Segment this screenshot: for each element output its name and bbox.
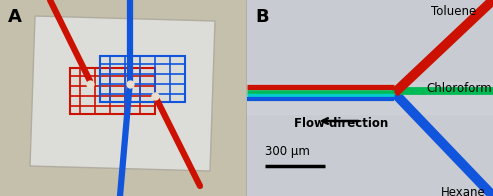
- Text: A: A: [8, 8, 22, 26]
- Text: Chloroform: Chloroform: [426, 82, 492, 94]
- Text: B: B: [255, 8, 269, 26]
- Polygon shape: [30, 16, 215, 171]
- Bar: [100, 56, 185, 102]
- Text: 300 μm: 300 μm: [265, 145, 310, 158]
- Bar: [247, 82, 493, 114]
- Text: Flow direction: Flow direction: [294, 117, 389, 130]
- Text: Hexane: Hexane: [441, 186, 486, 196]
- Text: Toluene: Toluene: [431, 5, 477, 18]
- Bar: [70, 68, 155, 114]
